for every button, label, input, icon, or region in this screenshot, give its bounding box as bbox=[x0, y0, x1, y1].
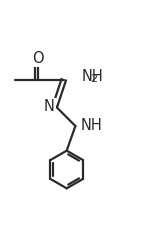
Text: O: O bbox=[32, 51, 44, 66]
Text: 2: 2 bbox=[90, 74, 97, 84]
Text: NH: NH bbox=[81, 69, 103, 84]
Text: NH: NH bbox=[80, 118, 102, 133]
Text: N: N bbox=[44, 99, 55, 114]
